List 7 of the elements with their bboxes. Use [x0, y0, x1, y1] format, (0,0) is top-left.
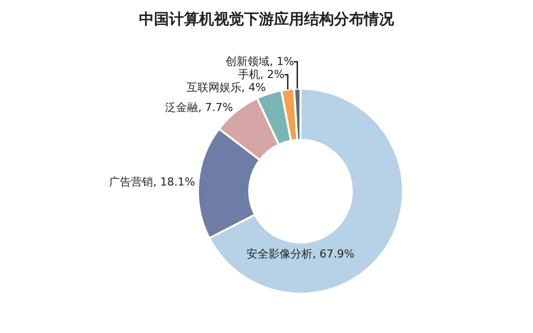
slice-label: 泛金融, 7.7% [165, 100, 234, 114]
slice-label: 广告营销, 18.1% [109, 175, 196, 188]
chart-title: 中国计算机视觉下游应用结构分布情况 [139, 10, 395, 28]
slice-label: 安全影像分析, 67.9% [246, 247, 354, 260]
slice-label: 手机, 2% [238, 68, 284, 82]
slice-label: 互联网娱乐, 4% [186, 81, 266, 94]
slice-label: 创新领域, 1% [226, 55, 294, 68]
